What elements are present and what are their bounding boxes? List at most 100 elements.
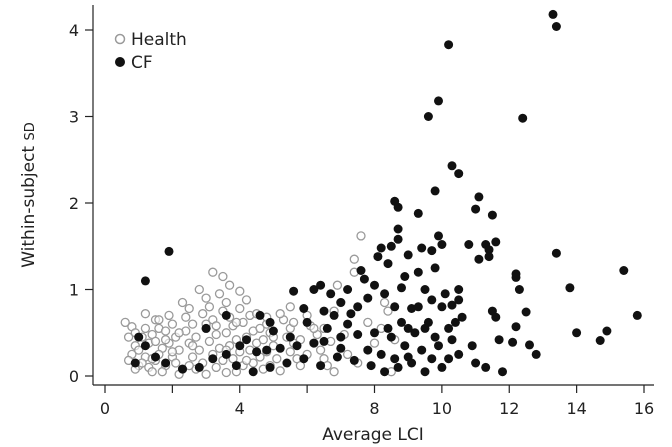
legend: Health CF xyxy=(114,30,187,73)
point-health xyxy=(241,355,252,366)
point-cf xyxy=(602,326,612,336)
point-cf xyxy=(565,283,575,293)
point-health xyxy=(187,352,198,362)
point-health xyxy=(167,319,178,329)
point-cf xyxy=(514,285,524,294)
point-cf xyxy=(511,322,521,332)
point-health xyxy=(379,297,390,308)
point-cf xyxy=(484,252,494,262)
point-health xyxy=(194,284,204,295)
point-cf xyxy=(400,341,410,351)
point-cf xyxy=(407,358,417,368)
point-health xyxy=(198,309,208,319)
point-health xyxy=(342,349,353,360)
point-cf xyxy=(525,340,534,350)
point-health xyxy=(332,280,343,290)
point-health xyxy=(177,297,188,308)
point-cf xyxy=(329,310,339,320)
point-health xyxy=(171,358,181,368)
point-health xyxy=(194,345,204,355)
point-health xyxy=(147,367,157,377)
point-cf xyxy=(285,332,295,342)
x-tick-label: 10 xyxy=(432,399,452,418)
point-cf xyxy=(309,285,319,294)
point-health xyxy=(120,317,130,328)
point-cf xyxy=(242,335,251,345)
point-cf xyxy=(491,312,501,322)
point-cf xyxy=(332,352,342,362)
point-cf xyxy=(309,338,319,348)
x-tick-label: 16 xyxy=(634,399,654,418)
point-cf xyxy=(464,240,474,249)
point-health xyxy=(275,309,285,319)
point-cf xyxy=(292,341,302,351)
y-tick-label: 3 xyxy=(69,108,79,127)
point-cf xyxy=(356,266,366,275)
point-cf xyxy=(551,22,561,31)
point-cf xyxy=(178,364,187,374)
point-health xyxy=(174,328,184,338)
y-tick-label: 1 xyxy=(69,281,79,300)
point-cf xyxy=(397,317,406,327)
point-cf xyxy=(393,202,403,212)
point-health xyxy=(214,289,225,299)
point-health xyxy=(221,297,231,308)
point-health xyxy=(315,345,326,355)
point-health xyxy=(191,332,201,342)
point-health xyxy=(204,336,215,347)
point-health xyxy=(211,321,221,331)
point-health xyxy=(211,329,221,340)
point-cf xyxy=(299,304,309,313)
point-cf xyxy=(370,280,379,290)
point-cf xyxy=(221,310,231,320)
point-cf xyxy=(400,272,410,281)
point-cf xyxy=(201,323,211,333)
point-cf xyxy=(467,341,477,351)
point-health xyxy=(160,335,171,345)
point-cf xyxy=(437,302,447,312)
point-cf xyxy=(376,243,386,253)
x-tick-label: 14 xyxy=(566,399,586,418)
point-health xyxy=(221,328,231,338)
point-health xyxy=(255,323,265,334)
point-cf xyxy=(353,330,363,339)
point-cf xyxy=(393,234,403,244)
point-cf xyxy=(403,323,413,333)
point-cf xyxy=(454,349,464,359)
x-tick-label: 4 xyxy=(235,399,245,418)
point-cf xyxy=(619,266,629,275)
point-cf xyxy=(531,349,541,359)
point-cf xyxy=(413,302,423,312)
point-cf xyxy=(383,259,393,269)
point-health xyxy=(329,367,339,377)
point-health xyxy=(201,369,211,379)
point-health xyxy=(134,345,144,355)
point-health xyxy=(285,347,295,357)
point-cf xyxy=(262,345,272,355)
point-cf xyxy=(265,362,275,372)
point-cf xyxy=(363,345,373,355)
point-cf xyxy=(420,285,430,294)
point-cf xyxy=(413,208,423,218)
point-health xyxy=(288,317,299,328)
point-health xyxy=(157,367,167,377)
point-cf xyxy=(511,272,521,282)
point-health xyxy=(221,367,231,378)
y-tick-label: 4 xyxy=(69,21,79,40)
point-cf xyxy=(343,285,353,294)
point-cf xyxy=(252,347,262,357)
legend-label-cf: CF xyxy=(131,53,153,73)
point-cf xyxy=(454,285,464,294)
point-cf xyxy=(471,358,481,368)
point-cf xyxy=(164,246,174,256)
point-health xyxy=(140,323,151,334)
point-cf xyxy=(484,245,494,255)
point-health xyxy=(224,280,235,290)
point-cf xyxy=(430,263,440,273)
point-cf xyxy=(299,354,309,364)
point-cf xyxy=(376,349,386,359)
x-axis-label: Average LCI xyxy=(322,425,424,445)
point-health xyxy=(201,293,211,303)
point-health xyxy=(231,317,242,328)
